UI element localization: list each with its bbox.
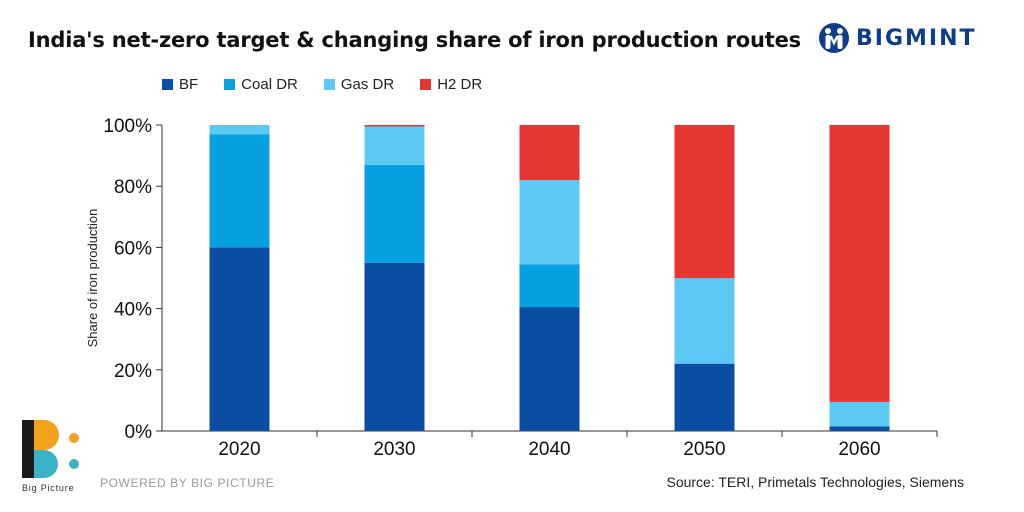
bar-bf-2060 [829,426,890,431]
y-tick-label: 20% [114,361,152,382]
x-tick-label: 2040 [528,439,570,460]
y-tick-label: 100% [103,116,152,137]
bar-gas-dr-2030 [364,126,425,165]
chart-legend: BF Coal DR Gas DR H2 DR [162,76,508,93]
legend-swatch [420,79,432,90]
bar-gas-dr-2060 [829,401,890,427]
bar-h2-dr-2030 [364,125,425,127]
y-axis-title: Share of iron production [85,209,100,348]
bar-bf-2050 [674,363,735,431]
bigmint-brand-text: BIGMINT [856,25,977,51]
legend-swatch [162,79,173,90]
bigmint-logo-icon [819,23,849,53]
bar-gas-dr-2040 [519,180,580,265]
y-tick-label: 0% [125,422,153,443]
legend-label: H2 DR [437,76,483,93]
bar-coal-dr-2020 [209,134,270,248]
bar-h2-dr-2060 [829,125,890,402]
legend-swatch [323,79,335,90]
x-tick-label: 2050 [683,439,725,460]
y-tick-label: 60% [114,238,152,259]
x-tick-label: 2020 [218,439,260,460]
legend-item-h2-dr: H2 DR [420,76,482,93]
bar-coal-dr-2040 [519,264,580,308]
bigmint-logo: BIGMINT [818,22,977,54]
bar-gas-dr-2020 [209,125,270,135]
legend-item-coal-dr: Coal DR [224,76,298,93]
legend-label: Coal DR [241,76,298,93]
x-tick-label: 2030 [373,439,415,460]
y-tick-label: 40% [114,300,152,321]
bar-h2-dr-2040 [519,125,580,181]
y-tick-label: 80% [114,177,152,198]
bar-gas-dr-2050 [674,278,735,364]
bar-coal-dr-2030 [364,164,425,263]
legend-label: Gas DR [340,76,395,93]
big-picture-logo-label: Big Picture [22,483,75,493]
source-note: Source: TERI, Primetals Technologies, Si… [666,474,964,490]
big-picture-logo-icon [22,420,79,478]
bar-bf-2040 [519,307,580,431]
legend-swatch [224,79,236,90]
bar-h2-dr-2050 [674,125,735,278]
chart-title: India's net-zero target & changing share… [28,28,801,52]
powered-by-text: POWERED BY BIG PICTURE [100,476,275,490]
legend-item-bf: BF [162,76,198,93]
x-tick-label: 2060 [838,439,880,460]
legend-item-gas-dr: Gas DR [323,76,395,93]
bar-bf-2030 [364,262,425,431]
legend-label: BF [179,76,199,93]
bar-bf-2020 [209,247,270,431]
